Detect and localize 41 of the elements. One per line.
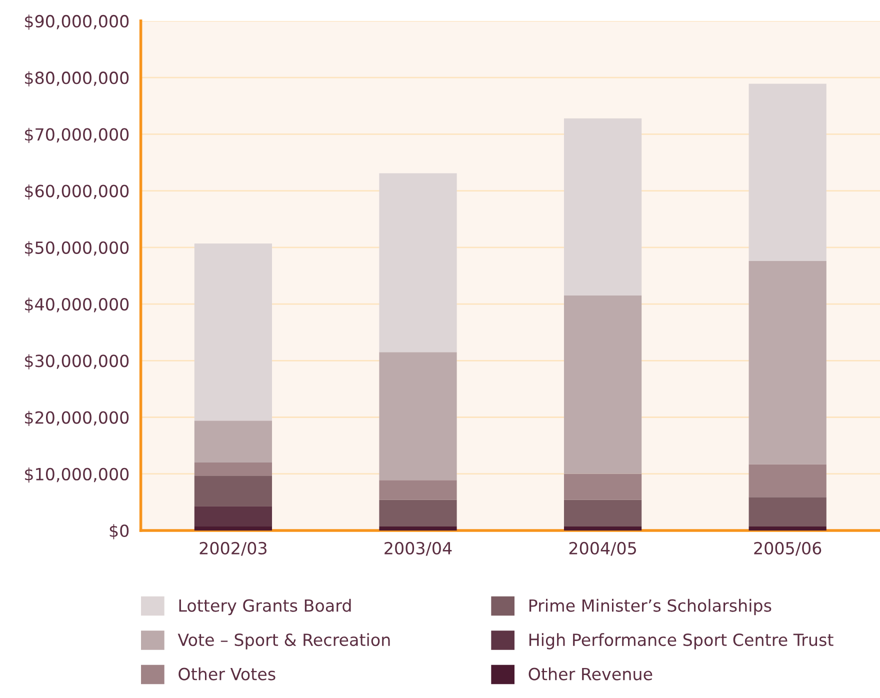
bar — [379, 526, 457, 530]
bar — [748, 526, 826, 530]
legend-label: Other Revenue — [528, 667, 652, 680]
y-tick-label: $20,000,000 — [25, 410, 129, 426]
bar — [564, 296, 642, 474]
bar — [564, 118, 642, 296]
bar — [564, 526, 642, 530]
y-tick-label: $10,000,000 — [25, 468, 129, 483]
y-tick-label: $0 — [110, 524, 129, 540]
bar — [379, 352, 457, 480]
bar — [379, 173, 457, 352]
y-tick-label: $50,000,000 — [25, 241, 129, 256]
x-tick-label: 2004/05 — [569, 542, 636, 556]
y-tick-label: $80,000,000 — [25, 71, 129, 86]
y-tick-label: $60,000,000 — [25, 184, 129, 200]
bar — [194, 526, 272, 530]
y-tick-label: $70,000,000 — [25, 128, 129, 143]
bar — [748, 84, 826, 261]
y-tick-label: $90,000,000 — [25, 14, 129, 30]
bar — [564, 500, 642, 527]
y-tick-label: $40,000,000 — [25, 298, 129, 313]
legend-label: High Performance Sport Centre Trust — [529, 633, 834, 650]
legend-label: Other Votes — [178, 667, 276, 680]
bar — [194, 462, 272, 476]
bar — [194, 420, 272, 463]
bar — [564, 474, 642, 500]
bar — [379, 480, 457, 500]
legend-label: Prime Minister’s Scholarships — [529, 598, 772, 616]
bar — [748, 260, 826, 464]
bar — [379, 500, 457, 527]
bar — [748, 464, 826, 498]
legend-label: Lottery Grants Board — [179, 598, 351, 616]
bar — [748, 497, 826, 527]
x-tick-label: 2002/03 — [200, 542, 266, 556]
bar — [194, 476, 272, 506]
y-tick-label: $30,000,000 — [25, 354, 129, 370]
x-tick-label: 2003/04 — [384, 542, 452, 556]
bar — [194, 243, 272, 421]
bar — [194, 506, 272, 527]
x-tick-label: 2005/06 — [754, 542, 822, 556]
legend-label: Vote – Sport & Recreation — [178, 633, 390, 650]
